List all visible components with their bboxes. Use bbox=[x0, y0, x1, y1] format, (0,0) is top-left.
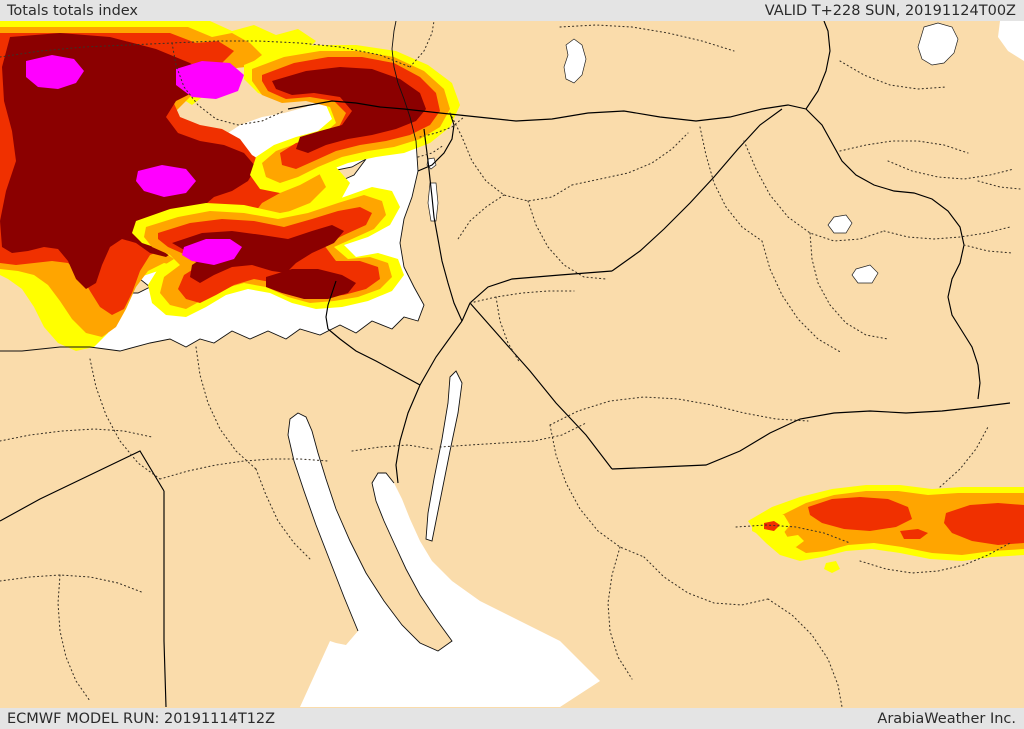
admin-egypt-7 bbox=[57, 574, 91, 702]
contour-magenta-nlev bbox=[176, 61, 244, 99]
red-sea-coastline bbox=[287, 412, 453, 652]
lake-tharthar bbox=[563, 38, 587, 84]
admin-egypt-4 bbox=[255, 468, 313, 562]
small-lake-south bbox=[851, 264, 879, 284]
admin-turkey-3 bbox=[409, 21, 435, 68]
contour-darkred-off-2 bbox=[266, 269, 356, 299]
contour-orange-interior-cell bbox=[764, 521, 780, 531]
admin-saudi-7 bbox=[859, 542, 1011, 574]
contour-darkred-nlev bbox=[272, 67, 426, 153]
admin-iran-2 bbox=[963, 244, 1013, 254]
contour-yellow-interior-cell-3 bbox=[824, 561, 840, 573]
contour-magenta-nw-2 bbox=[136, 165, 196, 197]
admin-iraq-2 bbox=[809, 232, 889, 340]
map-viewport[interactable] bbox=[0, 21, 1024, 708]
admin-gulf-1 bbox=[939, 426, 989, 488]
provider-label: ArabiaWeather Inc. bbox=[877, 710, 1016, 727]
valid-time-label: VALID T+228 SUN, 20191124T00Z bbox=[764, 2, 1016, 19]
iraq-marsh-lake bbox=[827, 214, 853, 234]
admin-saudi-6 bbox=[767, 598, 843, 708]
admin-israel-2 bbox=[417, 144, 445, 158]
border-iraq-saudi bbox=[611, 402, 1011, 470]
page-title: Totals totals index bbox=[7, 2, 139, 19]
admin-egypt-2 bbox=[159, 458, 329, 480]
admin-jordan-1 bbox=[469, 290, 575, 304]
contour-darkred-nw-1 bbox=[0, 33, 256, 289]
border-syria-iraq bbox=[611, 108, 783, 272]
contour-magenta-nw-1 bbox=[26, 55, 84, 89]
red-sea bbox=[288, 413, 600, 707]
admin-iraq-4 bbox=[887, 160, 1015, 180]
header-bar: Totals totals index VALID T+228 SUN, 201… bbox=[0, 0, 1024, 21]
admin-iraq-1 bbox=[743, 140, 885, 242]
admin-gulf-2 bbox=[735, 524, 851, 544]
persian-gulf bbox=[998, 21, 1024, 61]
border-jordan-saudi bbox=[395, 320, 463, 484]
lake-urmia bbox=[917, 22, 959, 66]
border-israel-egypt bbox=[327, 328, 421, 386]
admin-border-group bbox=[0, 21, 1021, 708]
admin-jordan-2 bbox=[495, 296, 521, 364]
contour-layer-southeast bbox=[748, 485, 1024, 573]
border-lebanon-syria bbox=[417, 112, 455, 172]
admin-saudi-5 bbox=[607, 546, 633, 680]
contour-orange-se-small bbox=[900, 529, 928, 539]
admin-syria-2 bbox=[527, 200, 607, 280]
border-egypt-south bbox=[163, 491, 167, 708]
admin-turkey-2 bbox=[171, 42, 285, 126]
admin-iraq-5 bbox=[883, 226, 1011, 240]
mediterranean-coastline bbox=[0, 170, 425, 352]
admin-saudi-2 bbox=[549, 424, 645, 558]
admin-iraq-3 bbox=[699, 126, 763, 242]
contour-orange-se-2 bbox=[944, 503, 1024, 545]
gulf-of-aqaba bbox=[426, 371, 462, 541]
admin-sinai-1 bbox=[351, 444, 433, 452]
admin-iraq-6 bbox=[761, 240, 843, 354]
admin-egypt-3 bbox=[195, 346, 257, 470]
model-run-label: ECMWF MODEL RUN: 20191114T12Z bbox=[7, 710, 276, 727]
weather-map-canvas[interactable] bbox=[0, 21, 1024, 708]
admin-egypt-6 bbox=[0, 574, 145, 594]
admin-north-1 bbox=[559, 24, 735, 52]
gulf-of-aqaba-coast bbox=[425, 370, 463, 542]
border-turkey-syria bbox=[403, 104, 807, 122]
footer-bar: ECMWF MODEL RUN: 20191114T12Z ArabiaWeat… bbox=[0, 708, 1024, 729]
admin-saudi-3 bbox=[439, 422, 587, 448]
contour-layer-north-levant bbox=[176, 45, 460, 193]
contour-magenta-off bbox=[182, 239, 242, 265]
border-egypt-libya bbox=[0, 450, 165, 522]
admin-syria-1 bbox=[449, 112, 573, 202]
admin-egypt-5 bbox=[0, 428, 153, 442]
admin-saudi-1 bbox=[549, 396, 809, 426]
border-jordan-iraq-saudi bbox=[469, 302, 613, 470]
border-syria-jordan bbox=[461, 270, 613, 322]
admin-north-2 bbox=[839, 60, 947, 90]
contour-yellow-interior-cell-2 bbox=[786, 535, 804, 547]
levant-coastline bbox=[391, 21, 419, 172]
border-iraq-iran bbox=[805, 108, 981, 400]
border-turkey-iran bbox=[805, 21, 831, 110]
admin-north-3 bbox=[839, 140, 969, 154]
border-egypt-coast bbox=[325, 280, 337, 330]
border-israel-jordan bbox=[423, 128, 463, 322]
admin-saudi-4 bbox=[643, 556, 769, 606]
admin-israel-1 bbox=[419, 116, 465, 138]
border-turkey-north bbox=[287, 100, 405, 110]
contour-layer-offshore-levant bbox=[132, 187, 404, 317]
contour-orange-se-1 bbox=[808, 497, 912, 531]
